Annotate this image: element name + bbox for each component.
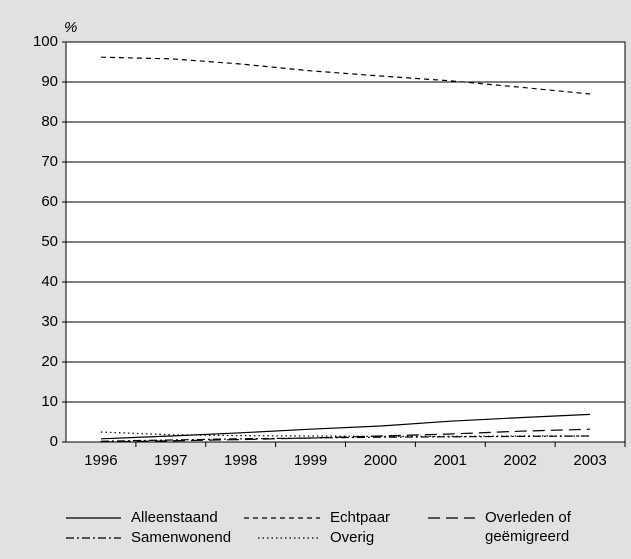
x-tick-label: 2000: [364, 452, 397, 469]
y-axis-label: %: [64, 19, 77, 36]
legend-label: Overig: [330, 529, 375, 546]
series-line: [100, 56, 591, 95]
y-tick-label: 80: [41, 113, 58, 130]
legend-swatch: [428, 517, 475, 519]
x-tick-label: 2003: [573, 452, 606, 469]
legend-swatch: [66, 537, 121, 539]
y-tick-label: 60: [41, 193, 58, 210]
legend-item: Alleenstaand: [66, 508, 218, 527]
legend-item: Overig: [258, 528, 374, 547]
y-tick-label: 20: [41, 353, 58, 370]
legend-item: Samenwonend: [66, 528, 231, 547]
y-tick-label: 30: [41, 313, 58, 330]
plot-border: [65, 41, 626, 443]
legend-label: Samenwonend: [131, 529, 232, 546]
legend-item: Echtpaar: [244, 508, 390, 527]
x-tick-label: 1999: [294, 452, 327, 469]
y-tick-label: 100: [33, 33, 58, 50]
y-tick-label: 10: [41, 393, 58, 410]
y-tick-label: 50: [41, 233, 58, 250]
legend-label: Echtpaar: [330, 509, 391, 526]
y-tick-label: 90: [41, 73, 58, 90]
legend-swatch: [66, 517, 121, 519]
legend-swatch: [258, 537, 320, 539]
legend-item: Overleden of geëmigreerd: [428, 508, 610, 546]
y-tick-label: 0: [50, 433, 58, 450]
x-tick-label: 1998: [224, 452, 257, 469]
legend-label: Alleenstaand: [131, 509, 218, 526]
x-tick-label: 1997: [154, 452, 187, 469]
x-tick-label: 1996: [84, 452, 117, 469]
y-tick-label: 70: [41, 153, 58, 170]
x-tick-label: 2002: [504, 452, 537, 469]
plot-svg: % 0 10 20 30 40 50 60 70 80 90 100 1996 1997 1998 1999…: [33, 19, 626, 469]
legend-swatch: [244, 517, 320, 519]
series-line: [100, 431, 591, 437]
x-tick-label: 2001: [434, 452, 467, 469]
y-tick-label: 40: [41, 273, 58, 290]
series-line: [100, 435, 591, 442]
legend-label: Overleden of geëmigreerd: [485, 509, 571, 545]
